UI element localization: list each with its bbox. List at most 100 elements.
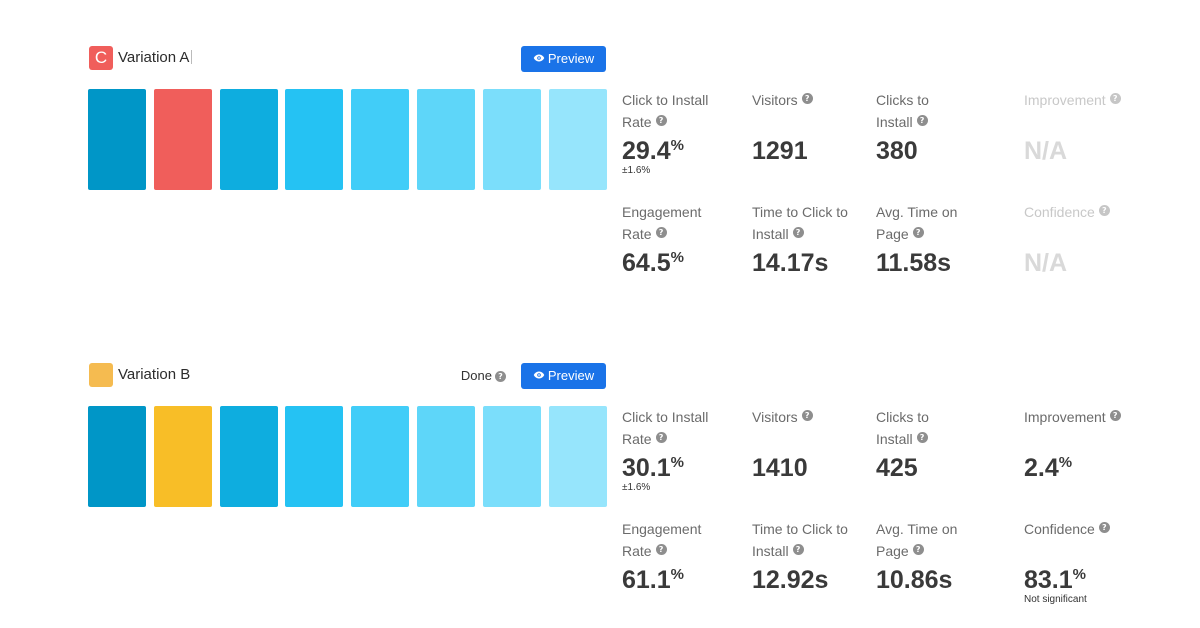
palette-swatch[interactable] bbox=[549, 406, 607, 507]
variation-a-card: C Variation A Preview Click to Install R… bbox=[0, 0, 1200, 277]
metric-click-to-install-rate: Click to Install Rate? 29.4% ±1.6% bbox=[622, 89, 737, 177]
help-icon[interactable]: ? bbox=[655, 544, 667, 555]
eye-icon bbox=[533, 54, 545, 62]
help-icon[interactable]: ? bbox=[916, 432, 928, 443]
variation-color-badge[interactable] bbox=[89, 363, 113, 387]
help-icon[interactable]: ? bbox=[1098, 522, 1110, 533]
metric-value: 10.86s bbox=[876, 566, 953, 594]
metric-unit: % bbox=[670, 249, 685, 266]
metric-value: 61.1 bbox=[622, 566, 671, 594]
help-icon[interactable]: ? bbox=[801, 93, 813, 104]
metric-value: 83.1 bbox=[1024, 566, 1073, 594]
metric-value: 425 bbox=[876, 454, 918, 482]
metric-label: Click to Install Rate bbox=[622, 409, 709, 447]
metric-confidence: Confidence? N/A bbox=[1024, 201, 1174, 277]
variation-status: Done? bbox=[461, 368, 506, 384]
metric-label: Confidence bbox=[1024, 204, 1095, 220]
metric-unit: % bbox=[1072, 566, 1087, 583]
metric-label: Avg. Time on Page bbox=[876, 204, 958, 242]
metric-unit: % bbox=[1058, 454, 1073, 471]
help-icon[interactable]: ? bbox=[916, 115, 928, 126]
metric-value: N/A bbox=[1024, 249, 1068, 277]
palette-swatch[interactable] bbox=[88, 89, 146, 190]
metric-label: Time to Click to Install bbox=[752, 204, 848, 242]
palette-swatch[interactable] bbox=[483, 89, 541, 190]
palette-swatch[interactable] bbox=[88, 406, 146, 507]
confidence-note: Not significant bbox=[1024, 594, 1087, 605]
preview-button-label: Preview bbox=[547, 51, 595, 66]
help-icon[interactable]: ? bbox=[1109, 410, 1121, 421]
metric-value: 1410 bbox=[752, 454, 808, 482]
metric-unit: % bbox=[670, 454, 685, 471]
palette-swatch[interactable] bbox=[285, 89, 343, 190]
help-icon[interactable]: ? bbox=[912, 544, 924, 555]
metric-time-to-click-to-install: Time to Click to Install? 12.92s bbox=[752, 518, 857, 594]
metric-engagement-rate: Engagement Rate? 61.1% bbox=[622, 518, 722, 594]
metric-value: 1291 bbox=[752, 137, 808, 165]
preview-button-label: Preview bbox=[547, 368, 595, 383]
metric-value: 14.17s bbox=[752, 249, 829, 277]
status-text: Done bbox=[460, 368, 492, 383]
metric-value: 64.5 bbox=[622, 249, 671, 277]
palette-swatch[interactable] bbox=[154, 406, 212, 507]
preview-button[interactable]: Preview bbox=[521, 363, 606, 389]
palette-swatch[interactable] bbox=[417, 89, 475, 190]
metric-improvement: Improvement? N/A bbox=[1024, 89, 1174, 165]
palette-swatch[interactable] bbox=[417, 406, 475, 507]
margin-of-error: ±1.6% bbox=[622, 165, 651, 176]
metric-label: Engagement Rate bbox=[622, 521, 702, 559]
palette-swatch[interactable] bbox=[220, 89, 278, 190]
help-icon[interactable]: ? bbox=[792, 544, 804, 555]
variation-name-field[interactable]: Variation A bbox=[118, 49, 193, 67]
eye-icon bbox=[533, 371, 545, 379]
metric-click-to-install-rate: Click to Install Rate? 30.1% ±1.6% bbox=[622, 406, 737, 494]
color-palette bbox=[88, 406, 607, 507]
palette-swatch[interactable] bbox=[285, 406, 343, 507]
help-icon[interactable]: ? bbox=[655, 115, 667, 126]
variation-b-card: Variation B Done? Preview Click to Insta… bbox=[0, 317, 1200, 605]
palette-swatch[interactable] bbox=[483, 406, 541, 507]
color-palette bbox=[88, 89, 607, 190]
help-icon[interactable]: ? bbox=[655, 432, 667, 443]
text-cursor bbox=[191, 50, 193, 64]
palette-swatch[interactable] bbox=[154, 89, 212, 190]
metric-unit: % bbox=[670, 566, 685, 583]
palette-swatch[interactable] bbox=[549, 89, 607, 190]
metric-engagement-rate: Engagement Rate? 64.5% bbox=[622, 201, 722, 277]
help-icon[interactable]: ? bbox=[655, 227, 667, 238]
metric-confidence: Confidence? 83.1% Not significant bbox=[1024, 518, 1174, 606]
metric-label: Clicks to Install bbox=[876, 92, 929, 130]
help-icon[interactable]: ? bbox=[495, 371, 506, 382]
metric-improvement: Improvement? 2.4% bbox=[1024, 406, 1174, 482]
preview-button[interactable]: Preview bbox=[521, 46, 606, 72]
metric-label: Avg. Time on Page bbox=[876, 521, 958, 559]
metric-label: Improvement bbox=[1024, 409, 1106, 425]
help-icon[interactable]: ? bbox=[1109, 93, 1121, 104]
help-icon[interactable]: ? bbox=[801, 410, 813, 421]
variation-color-badge[interactable]: C bbox=[89, 46, 113, 70]
margin-of-error: ±1.6% bbox=[622, 482, 651, 493]
variation-name-text[interactable]: Variation B bbox=[118, 366, 191, 383]
metric-label: Confidence bbox=[1024, 521, 1095, 537]
metric-visitors: Visitors? 1410 bbox=[752, 406, 862, 482]
metric-value: 30.1 bbox=[622, 454, 671, 482]
metric-value: 2.4 bbox=[1024, 454, 1059, 482]
metric-label: Engagement Rate bbox=[622, 204, 702, 242]
help-icon[interactable]: ? bbox=[1098, 205, 1110, 216]
help-icon[interactable]: ? bbox=[792, 227, 804, 238]
palette-swatch[interactable] bbox=[351, 406, 409, 507]
help-icon[interactable]: ? bbox=[912, 227, 924, 238]
variation-name-text: Variation A bbox=[118, 49, 190, 66]
metric-clicks-to-install: Clicks to Install? 425 bbox=[876, 406, 951, 482]
metric-time-to-click-to-install: Time to Click to Install? 14.17s bbox=[752, 201, 857, 277]
palette-swatch[interactable] bbox=[351, 89, 409, 190]
metric-label: Time to Click to Install bbox=[752, 521, 848, 559]
metric-visitors: Visitors? 1291 bbox=[752, 89, 862, 165]
variation-header: Variation B Done? Preview bbox=[88, 363, 606, 389]
metric-avg-time-on-page: Avg. Time on Page? 10.86s bbox=[876, 518, 971, 594]
metric-label: Click to Install Rate bbox=[622, 92, 709, 130]
metric-label: Clicks to Install bbox=[876, 409, 929, 447]
palette-swatch[interactable] bbox=[220, 406, 278, 507]
metric-unit: % bbox=[670, 137, 685, 154]
